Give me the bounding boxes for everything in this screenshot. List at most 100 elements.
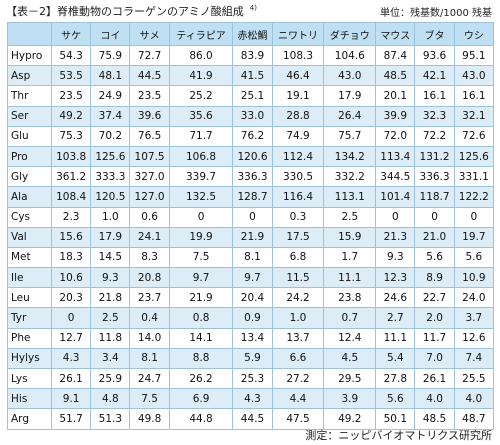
cell: 336.3 bbox=[414, 166, 455, 188]
table-row: Pro 103.8 125.6 107.5 106.8 120.6 112.4 134.2 11… bbox=[7, 145, 495, 168]
cell: 75.7 bbox=[323, 125, 377, 147]
cell: 32.1 bbox=[453, 105, 495, 127]
row-label: Phe bbox=[7, 327, 52, 349]
table-row: Arg 51.7 51.3 49.8 44.8 44.5 47.5 49.2 50.1 48.5 4… bbox=[7, 408, 495, 430]
row-label: Pro bbox=[7, 145, 52, 168]
footer: 測定：ニッピバイオマトリクス研究所 bbox=[305, 429, 492, 442]
cell: 74.9 bbox=[271, 125, 325, 147]
cell: 0 bbox=[50, 307, 92, 329]
cell: 20.4 bbox=[232, 287, 273, 309]
cell: 9.3 bbox=[375, 246, 416, 269]
cell: 2.7 bbox=[375, 307, 416, 329]
cell: 6.6 bbox=[271, 347, 325, 370]
table-row: Hylys 4.3 3.4 8.1 8.8 5.9 6.6 4.5 5.4 7.0 7.4 bbox=[7, 347, 495, 370]
cell: 101.4 bbox=[375, 186, 416, 208]
cell: 72.6 bbox=[453, 125, 495, 147]
cell: 17.9 bbox=[323, 85, 377, 107]
row-label: Lys bbox=[7, 367, 52, 390]
cell: 44.8 bbox=[168, 408, 234, 430]
cell: 5.4 bbox=[375, 347, 416, 370]
cell: 86.0 bbox=[168, 44, 234, 67]
cell: 42.1 bbox=[414, 65, 455, 87]
row-label: Cys bbox=[7, 206, 52, 228]
cell: 14.1 bbox=[168, 327, 234, 349]
cell: 11.1 bbox=[375, 327, 416, 349]
cell: 122.2 bbox=[453, 186, 495, 208]
cell: 22.7 bbox=[414, 287, 455, 309]
cell: 51.7 bbox=[50, 408, 92, 430]
cell: 25.9 bbox=[90, 367, 131, 390]
cell: 0.3 bbox=[271, 206, 325, 228]
table-row: Tyr 0 2.5 0.4 0.8 0.9 1.0 0.7 2.7 2.0 3.7 bbox=[7, 307, 495, 329]
cell: 72.2 bbox=[414, 125, 455, 147]
unit: 単位：残基数/1000 残基 bbox=[380, 8, 492, 19]
cell: 8.9 bbox=[414, 267, 455, 289]
cell: 93.6 bbox=[414, 44, 455, 67]
table-row: Phe 12.7 11.8 14.0 14.1 13.4 13.7 12.4 11.1 11.7 1… bbox=[7, 327, 495, 349]
column-header: サメ bbox=[129, 22, 170, 46]
cell: 28.8 bbox=[271, 105, 325, 127]
table-row: Leu 20.3 21.8 23.7 21.9 20.4 24.2 23.8 24.6 22.7 2… bbox=[7, 287, 495, 309]
cell: 8.1 bbox=[232, 246, 273, 269]
cell: 125.6 bbox=[90, 145, 131, 168]
cell: 336.3 bbox=[232, 166, 273, 188]
row-label: Leu bbox=[7, 287, 52, 309]
cell: 75.9 bbox=[90, 44, 131, 67]
cell: 20.8 bbox=[129, 267, 170, 289]
cell: 19.7 bbox=[453, 226, 495, 248]
column-header: ニワトリ bbox=[271, 22, 325, 46]
cell: 331.1 bbox=[453, 166, 495, 188]
cell: 7.5 bbox=[129, 388, 170, 410]
cell: 24.9 bbox=[90, 85, 131, 107]
table: サケ コイ サメ ティラピア 赤松鯛 ニワトリ ダチョウ マウス ブタ ウシ Hypro 54.3 75… bbox=[7, 22, 495, 430]
cell: 44.5 bbox=[232, 408, 273, 430]
row-label: Hypro bbox=[7, 44, 52, 67]
cell: 9.7 bbox=[232, 267, 273, 289]
table-row: Val 15.6 17.9 24.1 19.9 21.9 17.5 15.9 21.3 21.0 1… bbox=[7, 226, 495, 248]
cell: 21.3 bbox=[375, 226, 416, 248]
cell: 4.0 bbox=[414, 388, 455, 410]
cell: 26.1 bbox=[50, 367, 92, 390]
cell: 24.2 bbox=[271, 287, 325, 309]
cell: 339.7 bbox=[168, 166, 234, 188]
table-row: Glu 75.3 70.2 76.5 71.7 76.2 74.9 75.7 72.0 72.2 7… bbox=[7, 125, 495, 147]
cell: 49.2 bbox=[50, 105, 92, 127]
column-header: ティラピア bbox=[168, 22, 234, 46]
table-row: Ser 49.2 37.4 39.6 35.6 33.0 28.8 26.4 39.9 32.3 3… bbox=[7, 105, 495, 127]
cell: 1.7 bbox=[323, 246, 377, 269]
cell: 12.4 bbox=[323, 327, 377, 349]
cell: 4.0 bbox=[453, 388, 495, 410]
column-header: ブタ bbox=[414, 22, 455, 46]
cell: 75.3 bbox=[50, 125, 92, 147]
cell: 6.8 bbox=[271, 246, 325, 269]
table-row: Hypro 54.3 75.9 72.7 86.0 83.9 108.3 104.6 87.4 9… bbox=[7, 44, 495, 67]
cell: 4.8 bbox=[90, 388, 131, 410]
cell: 12.3 bbox=[375, 267, 416, 289]
cell: 1.0 bbox=[271, 307, 325, 329]
cell: 120.6 bbox=[232, 145, 273, 168]
cell: 47.5 bbox=[271, 408, 325, 430]
cell: 48.1 bbox=[90, 65, 131, 87]
cell: 361.2 bbox=[50, 166, 92, 188]
cell: 12.6 bbox=[453, 327, 495, 349]
column-header: 赤松鯛 bbox=[232, 22, 273, 46]
cell: 2.3 bbox=[50, 206, 92, 228]
cell: 120.5 bbox=[90, 186, 131, 208]
cell: 103.8 bbox=[50, 145, 92, 168]
column-header: ダチョウ bbox=[323, 22, 377, 46]
cell: 11.1 bbox=[323, 267, 377, 289]
cell: 106.8 bbox=[168, 145, 234, 168]
cell: 76.2 bbox=[232, 125, 273, 147]
row-label: Ile bbox=[7, 267, 52, 289]
row-label: Met bbox=[7, 246, 52, 269]
cell: 37.4 bbox=[90, 105, 131, 127]
cell: 11.5 bbox=[271, 267, 325, 289]
cell: 20.1 bbox=[375, 85, 416, 107]
cell: 8.1 bbox=[129, 347, 170, 370]
cell: 0.8 bbox=[168, 307, 234, 329]
cell: 24.1 bbox=[129, 226, 170, 248]
row-label: Tyr bbox=[7, 307, 52, 329]
cell: 4.4 bbox=[271, 388, 325, 410]
cell: 5.9 bbox=[232, 347, 273, 370]
cell: 46.4 bbox=[271, 65, 325, 87]
